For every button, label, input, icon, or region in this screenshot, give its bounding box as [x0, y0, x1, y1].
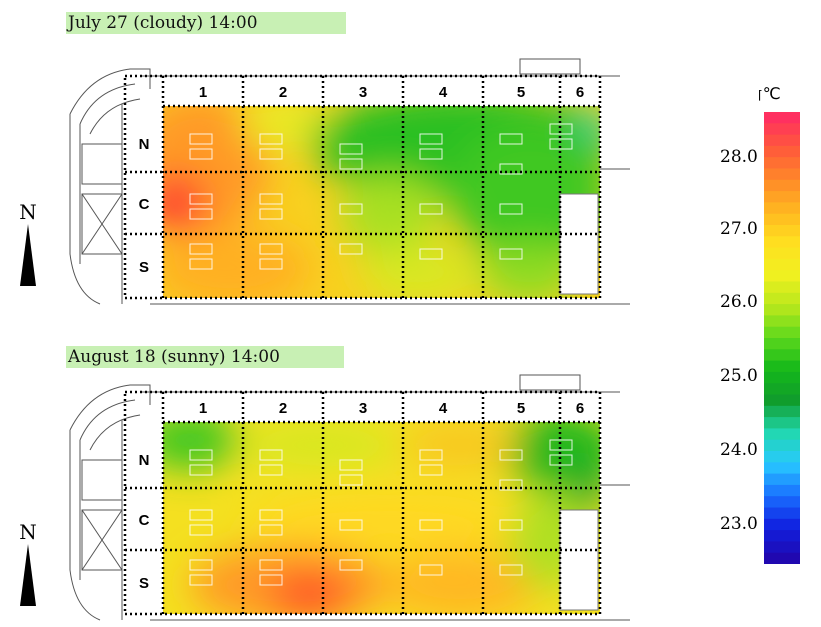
- north-arrow-icon: [20, 544, 36, 606]
- column-label: 1: [199, 400, 207, 417]
- column-label: 6: [576, 400, 584, 417]
- panel-title-july: July 27 (cloudy) 14:00: [66, 12, 346, 34]
- colorbar-step: [764, 213, 800, 226]
- colorbar-step: [764, 134, 800, 147]
- colorbar-tick: 26.0: [720, 292, 758, 312]
- colorbar-step: [764, 349, 800, 362]
- row-label: N: [139, 452, 150, 469]
- colorbar-step: [764, 123, 800, 136]
- colorbar-step: [764, 338, 800, 350]
- row-label: S: [139, 259, 149, 276]
- column-label: 5: [517, 400, 525, 417]
- colorbar-tick: 24.0: [720, 440, 758, 460]
- colorbar-step: [764, 439, 800, 452]
- colorbar-step: [764, 530, 800, 542]
- colorbar-step: [764, 168, 800, 181]
- colorbar-step: [764, 518, 800, 531]
- colorbar-step: [764, 417, 800, 429]
- column-label: 2: [279, 400, 287, 417]
- colorbar-step: [764, 451, 800, 463]
- colorbar-step: [764, 247, 800, 260]
- north-indicator: N: [8, 200, 48, 290]
- column-label: 3: [359, 400, 367, 417]
- colorbar-step: [764, 304, 800, 316]
- colorbar-step: [764, 292, 800, 305]
- row-label: C: [139, 512, 150, 529]
- colorbar-step: [764, 281, 800, 294]
- colorbar-step: [764, 507, 800, 520]
- row-label: C: [139, 196, 150, 213]
- colorbar-step: [764, 484, 800, 497]
- colorbar-step: [764, 236, 800, 249]
- column-label: 4: [439, 84, 448, 101]
- colorbar-step: [764, 371, 800, 384]
- north-label: N: [19, 520, 37, 544]
- colorbar-unit: ⌈℃: [758, 84, 781, 103]
- colorbar-step: [764, 394, 800, 407]
- column-label: 5: [517, 84, 525, 101]
- floor-plan-august: 1 2 3 4 5 6 N C S: [69, 374, 630, 621]
- colorbar-step: [764, 383, 800, 396]
- row-label: S: [139, 575, 149, 592]
- colorbar-step: [764, 428, 800, 441]
- colorbar: [764, 112, 800, 564]
- colorbar-step: [764, 270, 800, 283]
- colorbar-step: [764, 157, 800, 170]
- colorbar-step: [764, 360, 800, 373]
- colorbar-step: [764, 112, 800, 124]
- column-label: 1: [199, 84, 207, 101]
- row-label: N: [139, 136, 150, 153]
- floor-plan-july: 1 2 3 4 5 6 N C S: [69, 58, 630, 305]
- colorbar-step: [764, 473, 800, 486]
- colorbar-step: [764, 541, 800, 554]
- colorbar-step: [764, 326, 800, 339]
- colorbar-step: [764, 552, 800, 564]
- panel-title-august: August 18 (sunny) 14:00: [66, 346, 344, 368]
- column-label: 2: [279, 84, 287, 101]
- colorbar-step: [764, 462, 800, 475]
- colorbar-step: [764, 202, 800, 215]
- north-indicator: N: [8, 520, 48, 610]
- column-label: 6: [576, 84, 584, 101]
- colorbar-step: [764, 179, 800, 192]
- colorbar-step: [764, 405, 800, 418]
- colorbar-tick: 28.0: [720, 147, 758, 167]
- colorbar-tick: 23.0: [720, 514, 758, 534]
- colorbar-step: [764, 145, 800, 158]
- north-arrow-icon: [20, 224, 36, 286]
- column-label: 4: [439, 400, 448, 417]
- colorbar-step: [764, 191, 800, 203]
- colorbar-step: [764, 496, 800, 509]
- column-label: 3: [359, 84, 367, 101]
- colorbar-step: [764, 258, 800, 271]
- colorbar-step: [764, 225, 800, 237]
- colorbar-step: [764, 315, 800, 328]
- colorbar-tick: 27.0: [720, 219, 758, 239]
- colorbar-tick: 25.0: [720, 366, 758, 386]
- north-label: N: [19, 200, 37, 224]
